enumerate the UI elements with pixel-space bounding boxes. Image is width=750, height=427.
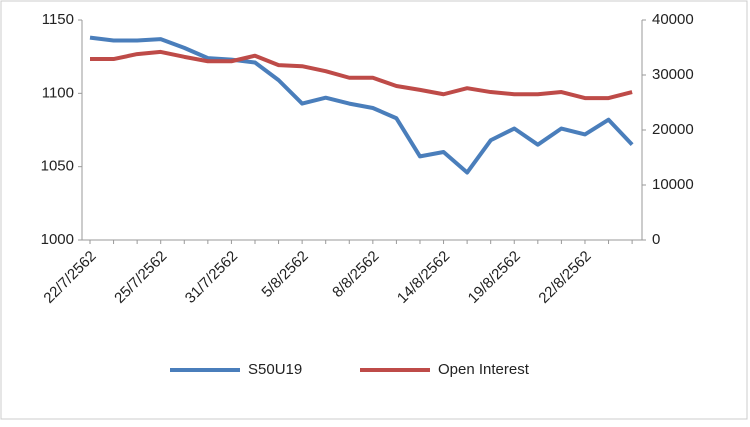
legend-label: S50U19 (248, 361, 302, 378)
y2-tick-label: 20000 (652, 121, 694, 138)
y2-tick-label: 40000 (652, 11, 694, 28)
legend-label: Open Interest (438, 361, 530, 378)
y-tick-label: 1150 (42, 11, 74, 28)
y2-tick-label: 10000 (652, 176, 694, 193)
series-line (90, 49, 633, 101)
y2-tick-label: 30000 (652, 66, 694, 83)
y-tick-label: 1100 (42, 84, 74, 101)
series-line (89, 35, 634, 175)
y-tick-label: 1050 (41, 158, 74, 175)
y2-tick-label: 0 (652, 231, 660, 248)
y-tick-label: 1000 (41, 231, 74, 248)
